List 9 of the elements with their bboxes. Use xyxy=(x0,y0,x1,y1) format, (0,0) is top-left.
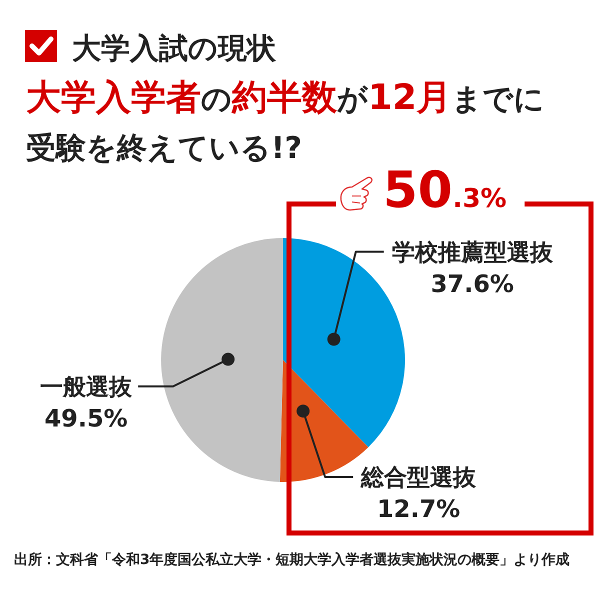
slice-label: 総合型選抜 xyxy=(360,464,478,491)
pie-slice xyxy=(161,238,283,482)
data-label: 49.5% xyxy=(44,404,128,432)
chart-title: 大学入試の現状 xyxy=(72,31,276,65)
slice-label: 学校推薦型選抜 xyxy=(392,240,554,266)
data-label: 12.7% xyxy=(376,494,460,523)
slice-label: 一般選抜 xyxy=(40,374,134,400)
text: 出所：文科省「令和3年度国公私立大学・短期大学入学者選抜実施状況の概要」より作成 xyxy=(14,551,570,569)
data-label: 37.6% xyxy=(430,270,514,298)
